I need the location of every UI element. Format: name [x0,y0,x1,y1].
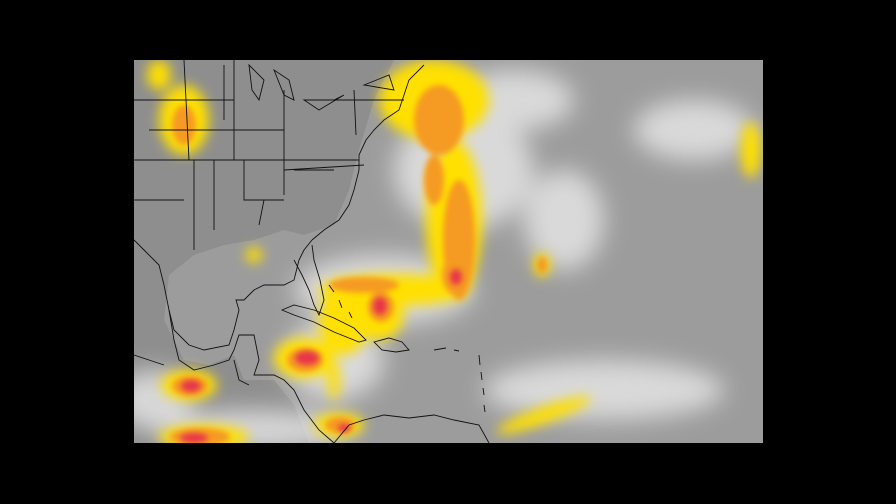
florida-coast [293,244,325,317]
south-america-coast [333,414,490,443]
north-america-land [134,60,394,443]
mexico-central-america [134,309,335,443]
hispaniola-outline [373,337,410,353]
map-outlines [134,60,490,443]
bahamas [328,284,353,319]
cold-cloud-tops-orange [170,85,547,443]
satellite-image [134,60,763,443]
state-borders [134,60,404,250]
great-lakes [248,63,395,111]
us-gulf-coast [134,239,313,351]
cold-cloud-tops-red [180,269,462,443]
lesser-antilles [433,347,486,413]
us-east-coast [311,64,425,241]
cuba-outline [280,304,367,343]
